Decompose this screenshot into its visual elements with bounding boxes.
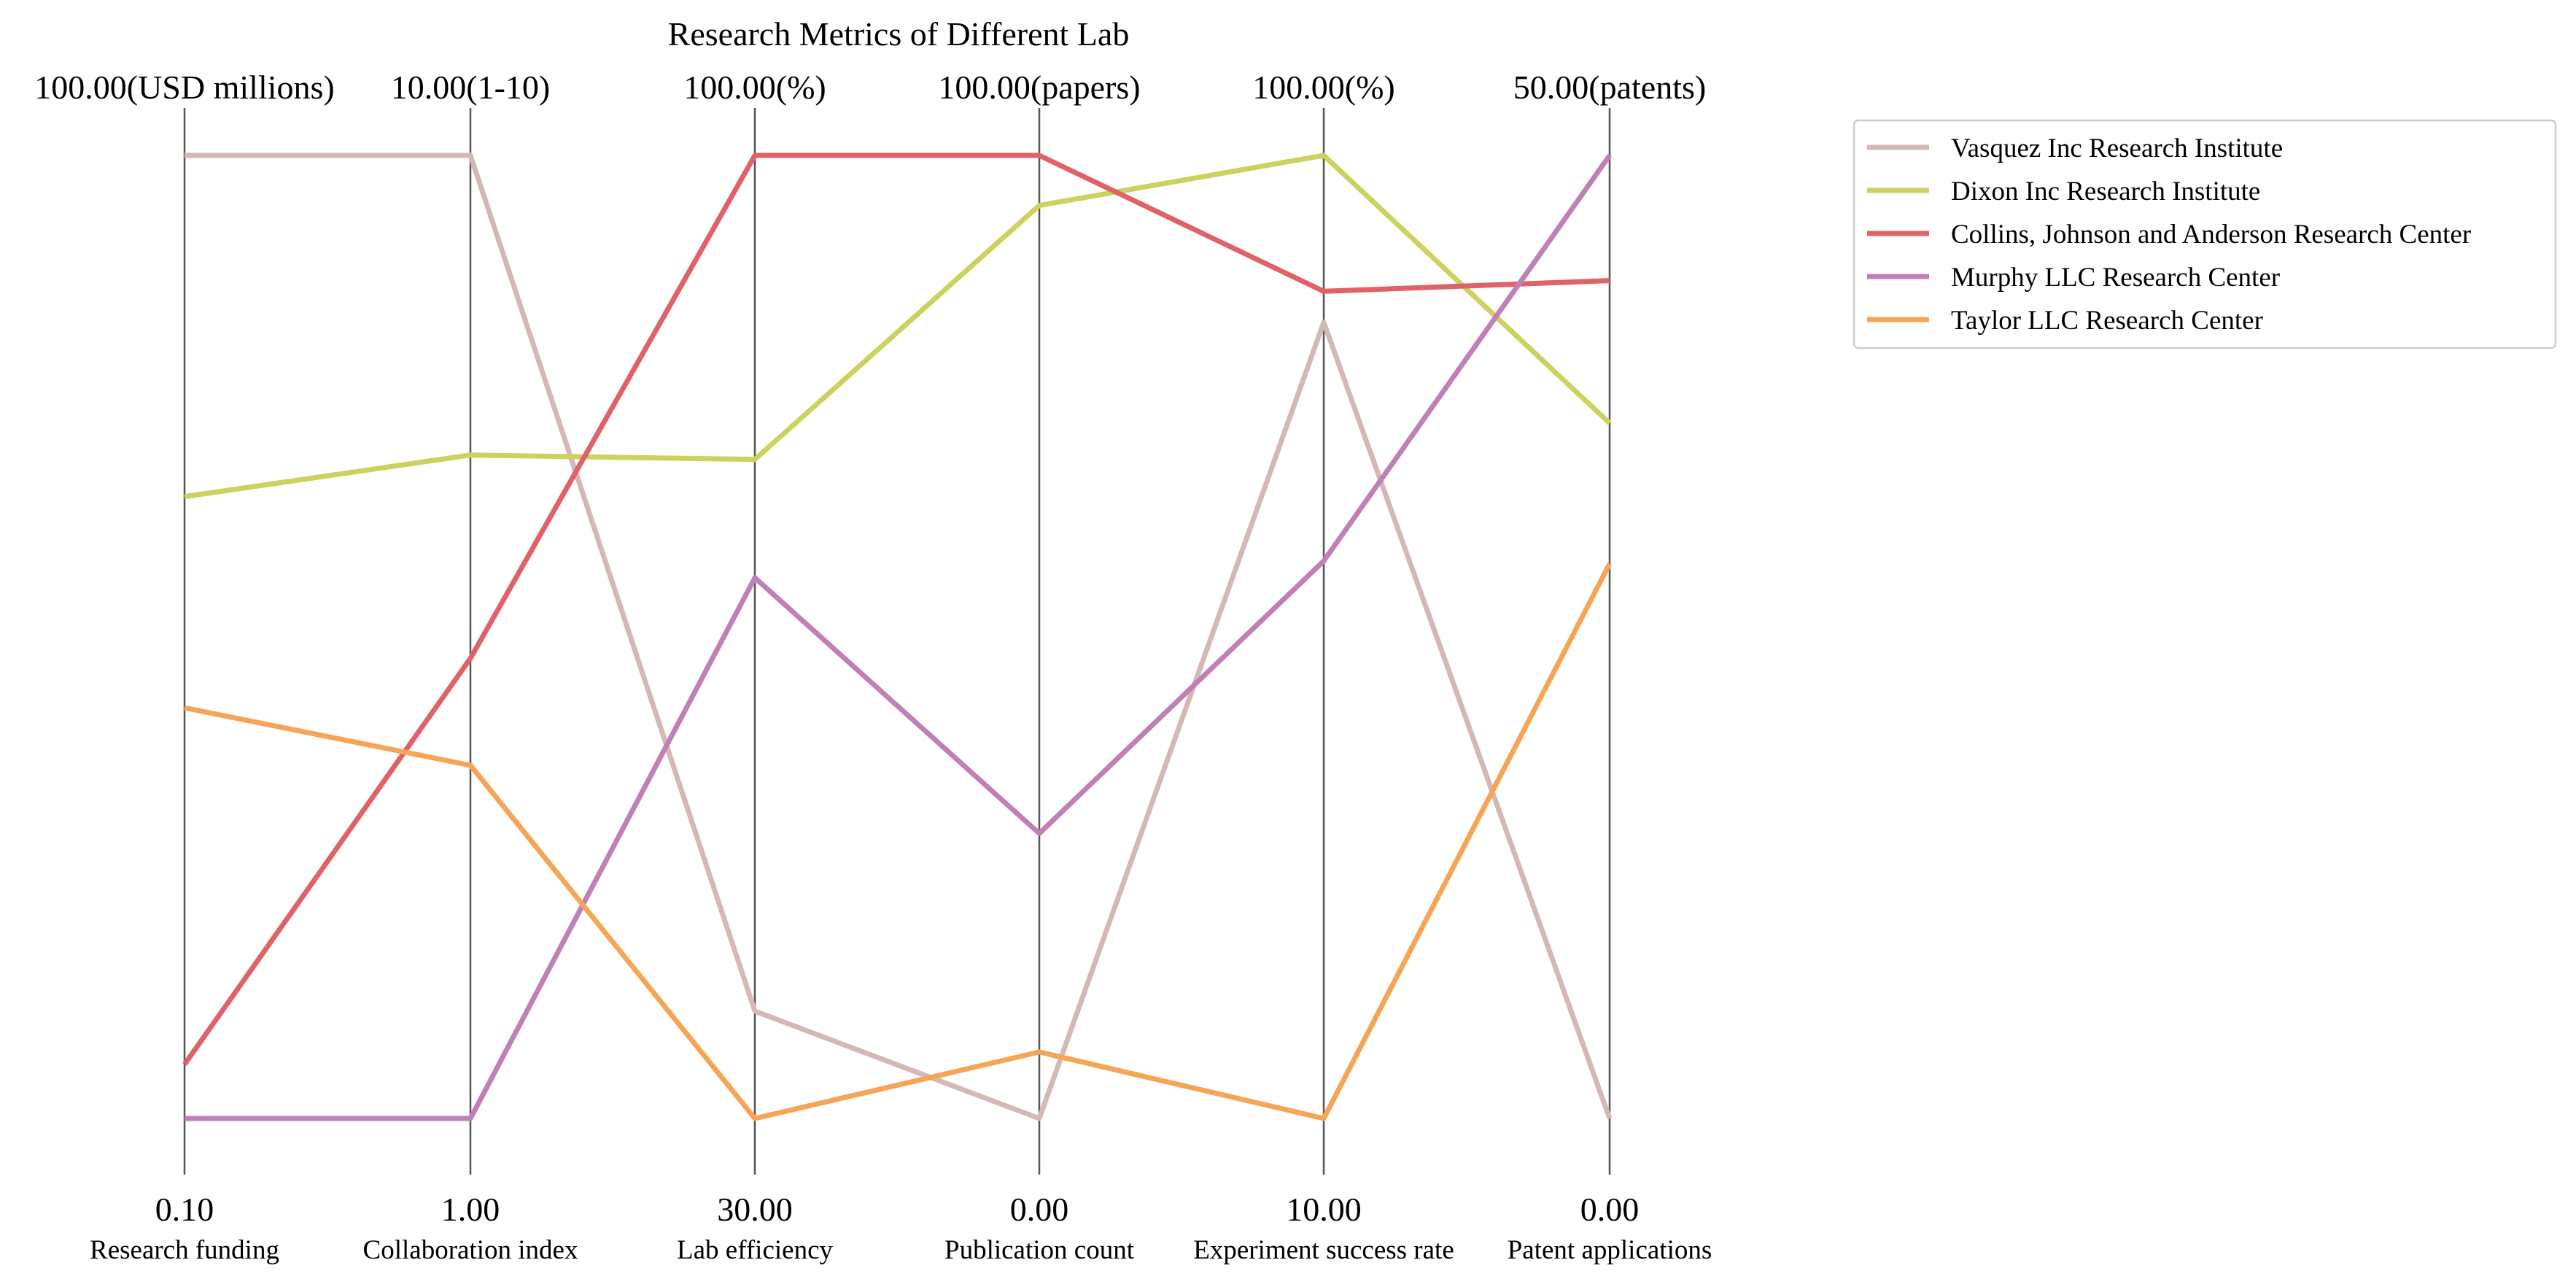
series-line-taylor-llc-research-center: [184, 563, 1613, 1121]
series-line-collins-johnson-and-anderson-research-center: [182, 152, 1610, 1067]
series-lines-layer: [182, 152, 1613, 1121]
axis-name-research-funding: Research funding: [90, 1235, 279, 1265]
axis-min-label-patent-applications: 0.00: [1580, 1191, 1640, 1228]
axis-min-label-lab-efficiency: 30.00: [717, 1191, 793, 1228]
axis-min-label-research-funding: 0.10: [155, 1191, 214, 1228]
series-line-vasquez-inc-research-institute: [185, 152, 1613, 1121]
axis-min-label-experiment-success-rate: 10.00: [1286, 1191, 1362, 1228]
axis-min-label-publication-count: 0.00: [1010, 1191, 1069, 1228]
axis-min-label-collaboration-index: 1.00: [441, 1191, 500, 1228]
axis-max-label-collaboration-index: 10.00(1-10): [391, 69, 550, 106]
axes-layer: 100.00(USD millions) 0.10 Research funding…: [34, 69, 1712, 1265]
axis-name-patent-applications: Patent applications: [1508, 1235, 1712, 1265]
legend-label-taylor-llc-research-center: Taylor LLC Research Center: [1951, 306, 2263, 336]
axis-max-label-experiment-success-rate: 100.00(%): [1252, 69, 1394, 106]
legend-label-dixon-inc-research-institute: Dixon Inc Research Institute: [1951, 177, 2260, 206]
series-line-murphy-llc-research-center: [185, 153, 1612, 1121]
series-line-dixon-inc-research-institute: [184, 152, 1612, 500]
axis-max-label-publication-count: 100.00(papers): [938, 69, 1140, 106]
legend: Vasquez Inc Research Institute Dixon Inc …: [1853, 119, 2557, 349]
legend-label-collins-johnson-and-anderson-research-center: Collins, Johnson and Anderson Research C…: [1951, 220, 2471, 250]
legend-box: [1853, 119, 2557, 349]
legend-label-murphy-llc-research-center: Murphy LLC Research Center: [1951, 263, 2280, 293]
axis-name-lab-efficiency: Lab efficiency: [677, 1235, 833, 1265]
axis-name-experiment-success-rate: Experiment success rate: [1193, 1235, 1454, 1265]
chart-title: Research Metrics of Different Lab: [668, 15, 1130, 53]
legend-label-vasquez-inc-research-institute: Vasquez Inc Research Institute: [1951, 134, 2283, 163]
axis-max-label-lab-efficiency: 100.00(%): [683, 69, 826, 106]
axis-name-publication-count: Publication count: [944, 1235, 1135, 1265]
axis-max-label-patent-applications: 50.00(patents): [1513, 69, 1706, 106]
axis-name-collaboration-index: Collaboration index: [363, 1235, 578, 1265]
axis-max-label-research-funding: 100.00(USD millions): [34, 69, 334, 106]
